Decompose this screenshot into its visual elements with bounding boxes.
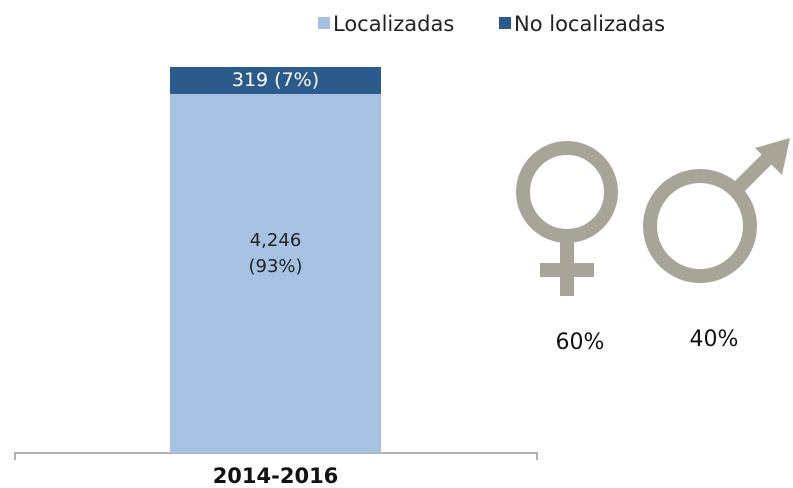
data-label: 4,246 (93%) — [248, 229, 303, 277]
annotation: 60% — [556, 330, 605, 355]
legend-swatch — [318, 17, 330, 29]
bar-segment — [170, 67, 381, 94]
x-tick-label: 2014-2016 — [213, 464, 339, 488]
legend-label: No localizadas — [514, 12, 665, 36]
bar-segment — [170, 93, 381, 453]
male-arrowhead — [755, 138, 790, 175]
annotation: 40% — [690, 327, 739, 352]
female-icon — [516, 141, 618, 296]
x-axis — [14, 452, 538, 460]
data-label: 319 (7%) — [231, 69, 320, 92]
legend-label: Localizadas — [333, 12, 454, 36]
legend-swatch — [499, 17, 511, 29]
male-icon — [643, 149, 777, 283]
